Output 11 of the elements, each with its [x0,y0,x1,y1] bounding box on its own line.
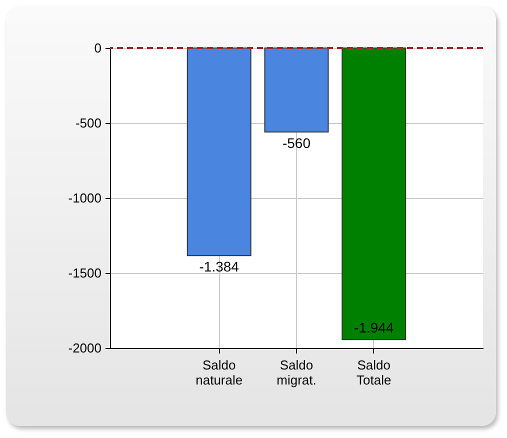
x-tick-label: Saldo naturale [196,358,243,388]
y-tick-label: -500 [75,116,102,130]
x-tick-label: Saldo migrat. [276,358,316,388]
y-tick-label: 0 [94,40,102,56]
y-tick-label: -2000 [68,340,102,356]
x-tick-label: Saldo Totale [356,358,392,388]
data-label: -1.944 [354,320,394,336]
y-tick-label: -1500 [68,266,102,280]
y-tick-label: -1000 [68,190,102,206]
data-label: -560 [282,135,311,151]
data-label: -1.384 [199,258,240,275]
